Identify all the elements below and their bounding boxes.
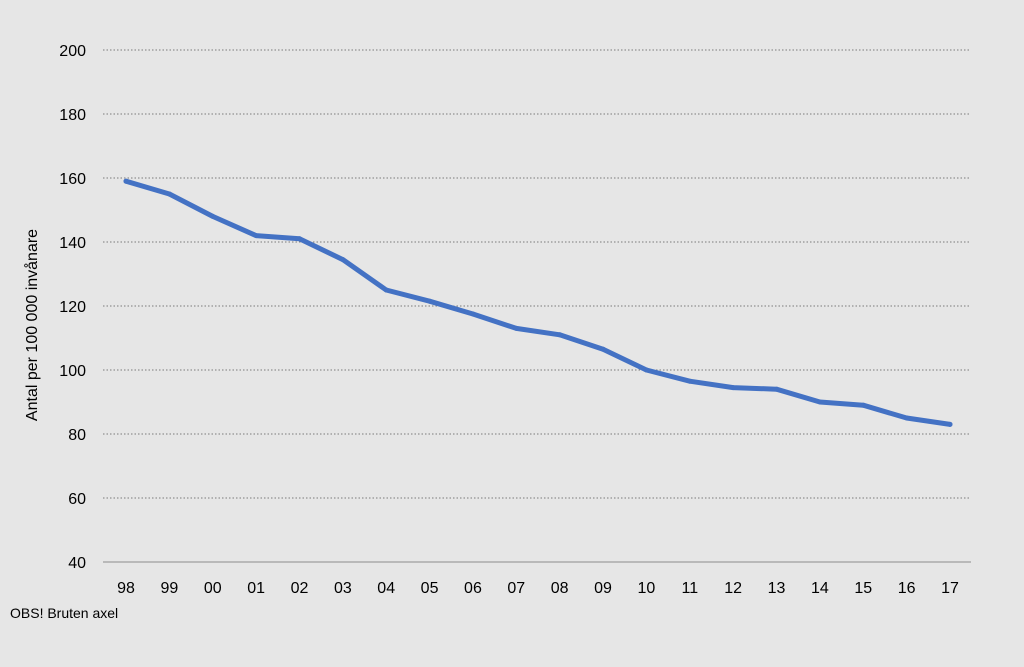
series-line <box>123 178 953 427</box>
x-tick-label: 11 <box>681 580 698 597</box>
y-axis-label: Antal per 100 000 invånare <box>23 229 41 421</box>
y-tick-label: 120 <box>59 299 86 316</box>
data-point <box>904 415 910 421</box>
x-tick-label: 15 <box>854 580 872 597</box>
data-point <box>860 402 866 408</box>
y-tick-label: 100 <box>59 363 86 380</box>
y-tick-label: 180 <box>59 107 86 124</box>
data-point <box>253 233 259 239</box>
data-point <box>296 236 302 242</box>
x-tick-label: 08 <box>551 580 569 597</box>
y-tick-label: 60 <box>68 491 86 508</box>
x-tick-label: 04 <box>377 580 395 597</box>
x-tick-label: 12 <box>724 580 742 597</box>
data-point <box>166 191 172 197</box>
x-tick-label: 14 <box>811 580 829 597</box>
x-tick-label: 07 <box>507 580 525 597</box>
data-point <box>210 213 216 219</box>
data-point <box>557 332 563 338</box>
x-tick-label: 98 <box>117 580 135 597</box>
x-tick-label: 06 <box>464 580 482 597</box>
data-point <box>383 287 389 293</box>
data-point <box>643 367 649 373</box>
gridlines <box>103 49 971 499</box>
data-point <box>600 346 606 352</box>
data-point <box>470 311 476 317</box>
x-tick-label: 99 <box>160 580 178 597</box>
series-layer <box>123 178 953 427</box>
y-tick-label: 160 <box>59 171 86 188</box>
y-tick-label: 80 <box>68 427 86 444</box>
x-tick-label: 01 <box>247 580 265 597</box>
x-tick-label: 17 <box>941 580 959 597</box>
x-tick-label: 00 <box>204 580 222 597</box>
data-point <box>340 257 346 263</box>
data-point <box>730 385 736 391</box>
x-tick-label: 03 <box>334 580 352 597</box>
x-tick-label: 02 <box>291 580 309 597</box>
y-tick-label: 140 <box>59 235 86 252</box>
data-point <box>774 386 780 392</box>
x-tick-label: 05 <box>421 580 439 597</box>
data-point <box>123 178 129 184</box>
data-point <box>817 399 823 405</box>
data-point <box>687 378 693 384</box>
y-tick-label: 40 <box>68 555 86 572</box>
x-tick-label: 16 <box>898 580 916 597</box>
y-axis-ticks: 40 60 80 100 120 140 160 180 200 <box>59 43 86 572</box>
x-tick-label: 09 <box>594 580 612 597</box>
broken-axis-note: OBS! Bruten axel <box>10 605 119 621</box>
x-tick-label: 13 <box>768 580 786 597</box>
data-point <box>947 421 953 427</box>
data-point <box>427 298 433 304</box>
data-point <box>513 325 519 331</box>
x-tick-label: 10 <box>638 580 656 597</box>
y-tick-label: 200 <box>59 43 86 60</box>
x-axis-ticks: 98 99 00 01 02 03 04 05 06 07 08 09 10 11 12 13 14 15 16 17 <box>117 580 959 597</box>
